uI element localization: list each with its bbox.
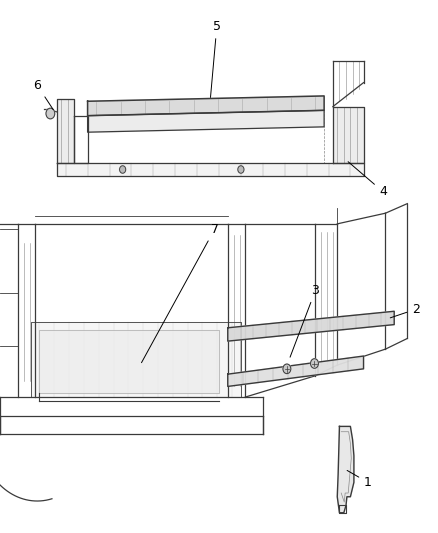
Circle shape bbox=[283, 364, 291, 374]
Polygon shape bbox=[31, 322, 241, 397]
Text: 5: 5 bbox=[211, 20, 221, 98]
Polygon shape bbox=[228, 356, 364, 386]
Circle shape bbox=[120, 166, 126, 173]
Text: 1: 1 bbox=[347, 471, 372, 489]
Text: 6: 6 bbox=[33, 79, 53, 110]
Polygon shape bbox=[228, 311, 394, 341]
Polygon shape bbox=[333, 107, 364, 163]
Polygon shape bbox=[88, 96, 324, 116]
Polygon shape bbox=[57, 163, 364, 176]
Polygon shape bbox=[88, 110, 324, 132]
Circle shape bbox=[311, 359, 318, 368]
Text: 4: 4 bbox=[348, 161, 387, 198]
Text: 2: 2 bbox=[390, 303, 420, 318]
Polygon shape bbox=[57, 99, 74, 163]
Polygon shape bbox=[337, 426, 354, 513]
Polygon shape bbox=[39, 330, 219, 393]
Circle shape bbox=[238, 166, 244, 173]
Text: 7: 7 bbox=[141, 223, 219, 362]
Text: 3: 3 bbox=[290, 284, 319, 357]
Circle shape bbox=[46, 108, 55, 119]
